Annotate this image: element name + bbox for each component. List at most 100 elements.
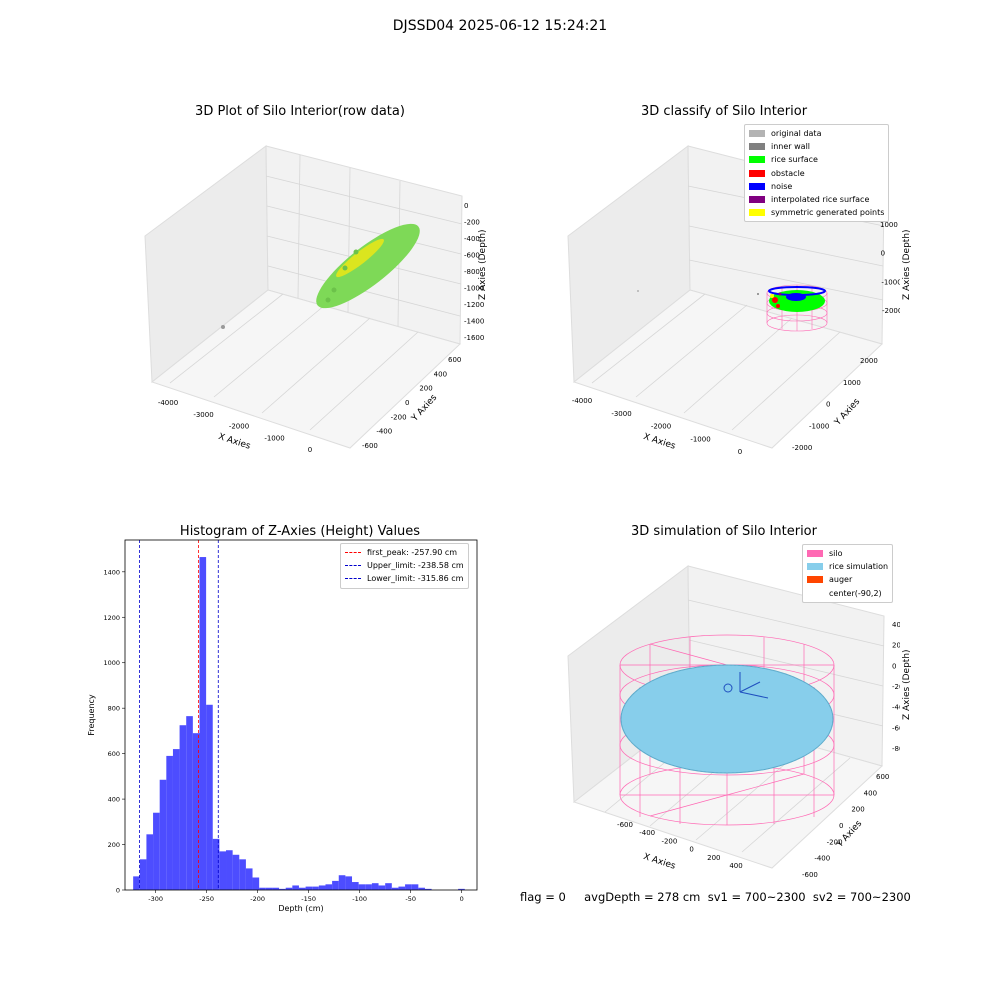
panel2-legend-entry: obstacle bbox=[749, 167, 884, 180]
histogram-legend-label: first_peak: -257.90 cm bbox=[367, 548, 458, 558]
panel3-title: Histogram of Z-Axies (Height) Values bbox=[179, 524, 421, 539]
panel1-z-tick-label: -1400 bbox=[464, 318, 484, 326]
panel4-z-tick-label: -400 bbox=[892, 704, 900, 712]
panel4-z-tick-label: -200 bbox=[892, 683, 900, 691]
panel2-z-tick-label: 1000 bbox=[880, 221, 898, 229]
status-footer: flag = 0 avgDepth = 278 cm sv1 = 700~230… bbox=[520, 890, 911, 904]
histogram-y-tick-label: 400 bbox=[108, 796, 120, 804]
panel4-legend-entry: auger bbox=[807, 573, 888, 586]
histogram-legend-swatch bbox=[345, 552, 361, 554]
histogram-x-tick-label: -300 bbox=[148, 895, 163, 903]
panel1-y-tick-label: -600 bbox=[362, 442, 378, 450]
histogram-bar bbox=[153, 812, 160, 890]
histogram-bar bbox=[179, 725, 187, 890]
histogram-bar bbox=[458, 888, 465, 890]
panel1-z-tick-label: -800 bbox=[464, 268, 480, 276]
panel1-x-tick-label: -4000 bbox=[158, 399, 178, 407]
histogram-bar bbox=[358, 884, 366, 890]
histogram-legend-swatch bbox=[345, 578, 361, 580]
histogram-bar bbox=[232, 854, 240, 890]
panel2-legend-swatch bbox=[749, 130, 765, 138]
histogram-frame bbox=[124, 539, 478, 891]
panel4-title: 3D simulation of Silo Interior bbox=[631, 524, 817, 539]
histogram-x-tick-label: -150 bbox=[301, 895, 316, 903]
histogram-bar bbox=[285, 887, 293, 890]
histogram-bar bbox=[332, 880, 339, 890]
histogram-bar bbox=[352, 882, 359, 890]
panel4-z-tick-label: -800 bbox=[892, 745, 900, 753]
panel4-x-tick-label: -600 bbox=[617, 821, 633, 829]
panel2-y-tick-label: -1000 bbox=[809, 422, 829, 430]
panel4-y-tick-label: -200 bbox=[827, 838, 843, 846]
histogram-x-tick-label: -50 bbox=[405, 895, 416, 903]
panel4-legend-entry: center(-90,2) bbox=[807, 587, 888, 600]
histogram-legend-label: Upper_limit: -238.58 cm bbox=[367, 561, 464, 571]
panel2-legend-label: interpolated rice surface bbox=[771, 195, 870, 205]
histogram-y-tick-label: 800 bbox=[108, 705, 120, 713]
panel4-legend-label: center(-90,2) bbox=[829, 588, 882, 598]
histogram-bar bbox=[265, 887, 273, 890]
histogram-bar bbox=[318, 885, 326, 890]
panel2-z-tick-label: -1000 bbox=[881, 278, 900, 286]
panel2-legend-label: rice surface bbox=[771, 155, 818, 165]
panel4-y-tick-label: 0 bbox=[839, 822, 843, 830]
histogram-bar bbox=[385, 883, 392, 890]
panel1-x-ticks: -4000 -3000 -2000 -1000 0 bbox=[158, 399, 312, 454]
panel2-legend-swatch bbox=[749, 169, 765, 177]
panel4-legend-swatch bbox=[807, 590, 823, 597]
histogram-y-tick-label: 600 bbox=[108, 750, 120, 758]
histogram-bar bbox=[345, 876, 353, 890]
histogram-legend: first_peak: -257.90 cm Upper_limit: -238.… bbox=[340, 543, 469, 589]
histogram-x-tick-label: -200 bbox=[250, 895, 265, 903]
histogram-reference-lines bbox=[139, 540, 219, 890]
histogram-x-tick-label: -250 bbox=[199, 895, 214, 903]
histogram-bar bbox=[159, 779, 167, 890]
panel1-z-ticks: 0 -200 -400 -600 -800 -1000 -1200 -1400 -1600 bbox=[464, 202, 484, 342]
histogram-bar bbox=[199, 557, 207, 890]
panel2-legend-label: obstacle bbox=[771, 168, 805, 178]
panel2-x-tick-label: -3000 bbox=[611, 410, 631, 418]
panel4-legend-entry: rice simulation bbox=[807, 560, 888, 573]
panel4-z-tick-label: 400 bbox=[892, 621, 900, 629]
panel1-z-label: Z Axies (Depth) bbox=[478, 229, 488, 300]
histogram-bar bbox=[146, 834, 154, 890]
panel2-legend-label: noise bbox=[771, 181, 793, 191]
histogram-x-tick-label: -100 bbox=[352, 895, 367, 903]
panel4-z-tick-label: 0 bbox=[892, 662, 896, 670]
histogram-bar bbox=[279, 888, 286, 890]
panel1-z-tick-label: 0 bbox=[464, 202, 468, 210]
panel4-y-tick-label: -600 bbox=[802, 871, 818, 879]
panel2-y-tick-label: 0 bbox=[826, 401, 830, 409]
histogram-chart: -300 -250 -200 -150 -100 -50 0 0 200 400 600 800 10… bbox=[87, 539, 478, 913]
panel1-z-tick-label: -1000 bbox=[464, 285, 484, 293]
histogram-legend-label: Lower_limit: -315.86 cm bbox=[367, 574, 464, 584]
panel4-legend-entry: silo bbox=[807, 547, 888, 560]
panel4-x-tick-label: 0 bbox=[689, 846, 693, 854]
histogram-x-ticks: -300 -250 -200 -150 -100 -50 0 bbox=[148, 890, 464, 903]
panel1-z-tick-label: -400 bbox=[464, 235, 480, 243]
panel2-legend-entry: symmetric generated points bbox=[749, 206, 884, 219]
histogram-legend-entry: Lower_limit: -315.86 cm bbox=[345, 572, 464, 585]
histogram-legend-swatch bbox=[345, 565, 361, 567]
histogram-bar bbox=[219, 851, 227, 890]
histogram-bar bbox=[272, 887, 280, 890]
histogram-bar bbox=[172, 749, 180, 890]
panel4-x-tick-label: -200 bbox=[661, 837, 677, 845]
histogram-legend-entry: Upper_limit: -238.58 cm bbox=[345, 559, 464, 572]
histogram-bar bbox=[212, 838, 220, 890]
histogram-bar bbox=[226, 850, 233, 890]
panel2-legend-entry: rice surface bbox=[749, 153, 884, 166]
panel4-x-tick-label: 400 bbox=[729, 862, 742, 870]
histogram-bar bbox=[133, 876, 140, 890]
histogram-y-tick-label: 1000 bbox=[103, 659, 120, 667]
histogram-bar bbox=[245, 868, 253, 890]
panel2-legend-label: inner wall bbox=[771, 142, 811, 152]
panel2-legend-label: symmetric generated points bbox=[771, 208, 885, 218]
histogram-y-tick-label: 0 bbox=[116, 887, 120, 895]
panel1-y-tick-label: 400 bbox=[434, 370, 447, 378]
panel4-legend-swatch bbox=[807, 563, 823, 571]
panel4-y-tick-label: 200 bbox=[851, 806, 864, 814]
histogram-y-tick-label: 1400 bbox=[103, 568, 120, 576]
histogram-bar bbox=[292, 885, 299, 890]
